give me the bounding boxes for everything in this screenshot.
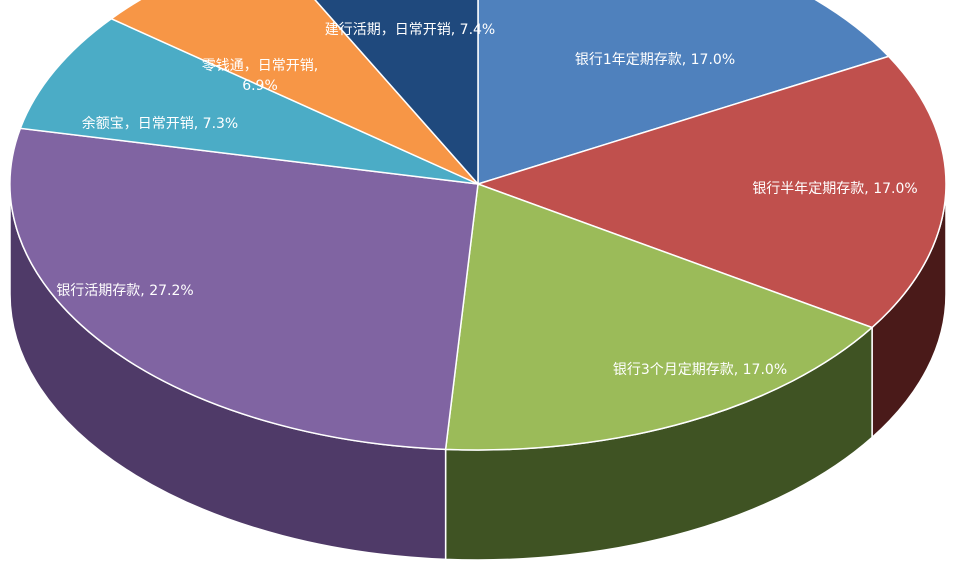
slice-label-0: 银行1年定期存款, 17.0% xyxy=(575,52,735,68)
pie-slice-4 xyxy=(19,17,479,185)
slice-label-name: 零钱通，日常开销, xyxy=(202,58,318,74)
pie-slice-6 xyxy=(314,0,479,186)
pie-slice-2 xyxy=(444,182,874,451)
pie-slice-5 xyxy=(109,0,479,185)
slice-label-2: 银行3个月定期存款, 17.0% xyxy=(613,362,787,378)
pie-slice-3 xyxy=(9,127,479,451)
slice-label-6: 建行活期，日常开销, 7.4% xyxy=(325,22,495,38)
slice-label-value: 6.9% xyxy=(242,78,278,94)
pie-slice-0 xyxy=(477,0,890,186)
slice-label-3: 银行活期存款, 27.2% xyxy=(56,283,193,299)
slice-label-4: 余额宝，日常开销, 7.3% xyxy=(82,115,238,132)
pie-slice-1 xyxy=(475,55,947,329)
pie-label-group: 银行1年定期存款, 17.0% 银行半年定期存款, 17.0% 银行3个月定期存款,… xyxy=(56,22,917,378)
slice-label-1: 银行半年定期存款, 17.0% xyxy=(752,181,917,197)
pie-top-group xyxy=(9,0,947,451)
slice-label-5: 零钱通，日常开销, 6.9% xyxy=(202,58,318,94)
